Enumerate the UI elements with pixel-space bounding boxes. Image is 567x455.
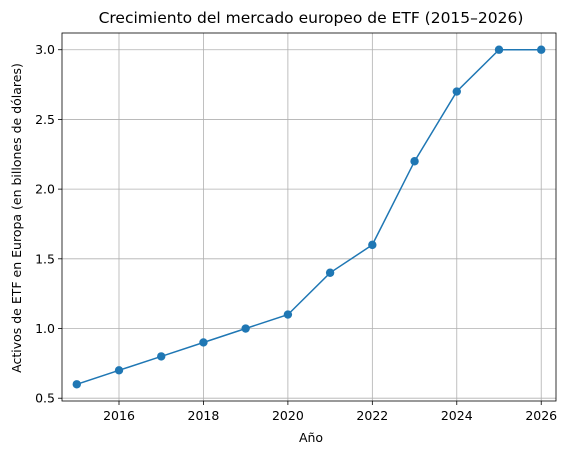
data-point bbox=[283, 310, 293, 319]
data-point bbox=[325, 268, 335, 277]
data-point bbox=[452, 87, 461, 96]
grid-layer bbox=[62, 33, 556, 401]
y-tick-label: 1.5 bbox=[35, 251, 55, 266]
y-tick-label: 2.5 bbox=[35, 112, 55, 127]
data-point bbox=[157, 352, 166, 361]
x-tick-label: 2016 bbox=[103, 408, 135, 423]
data-points bbox=[72, 45, 546, 389]
series-line bbox=[76, 48, 542, 386]
chart-title: Crecimiento del mercado europeo de ETF (… bbox=[99, 9, 524, 27]
plot-frame bbox=[61, 32, 557, 402]
x-tick-label: 2022 bbox=[356, 408, 388, 423]
data-point bbox=[410, 157, 419, 166]
data-point bbox=[537, 45, 546, 54]
y-axis-label: Activos de ETF en Europa (en billones de… bbox=[9, 63, 24, 373]
data-point bbox=[241, 324, 250, 333]
x-axis: 2016 2018 2020 2022 2024 2026 bbox=[103, 401, 557, 423]
data-point bbox=[114, 366, 124, 375]
y-tick-label: 2.0 bbox=[35, 182, 55, 197]
y-tick-label: 0.5 bbox=[35, 391, 55, 406]
y-axis: 0.5 1.0 1.5 2.0 2.5 3.0 bbox=[35, 42, 62, 406]
x-tick-label: 2018 bbox=[188, 408, 220, 423]
y-tick-label: 3.0 bbox=[35, 42, 55, 57]
x-tick-label: 2020 bbox=[272, 408, 304, 423]
y-tick-label: 1.0 bbox=[35, 321, 55, 336]
data-point bbox=[494, 45, 504, 54]
x-tick-label: 2026 bbox=[525, 408, 557, 423]
x-tick-label: 2024 bbox=[441, 408, 473, 423]
data-point bbox=[199, 338, 208, 347]
data-point bbox=[368, 240, 377, 250]
data-point bbox=[72, 380, 81, 389]
x-axis-label: Año bbox=[299, 430, 323, 445]
